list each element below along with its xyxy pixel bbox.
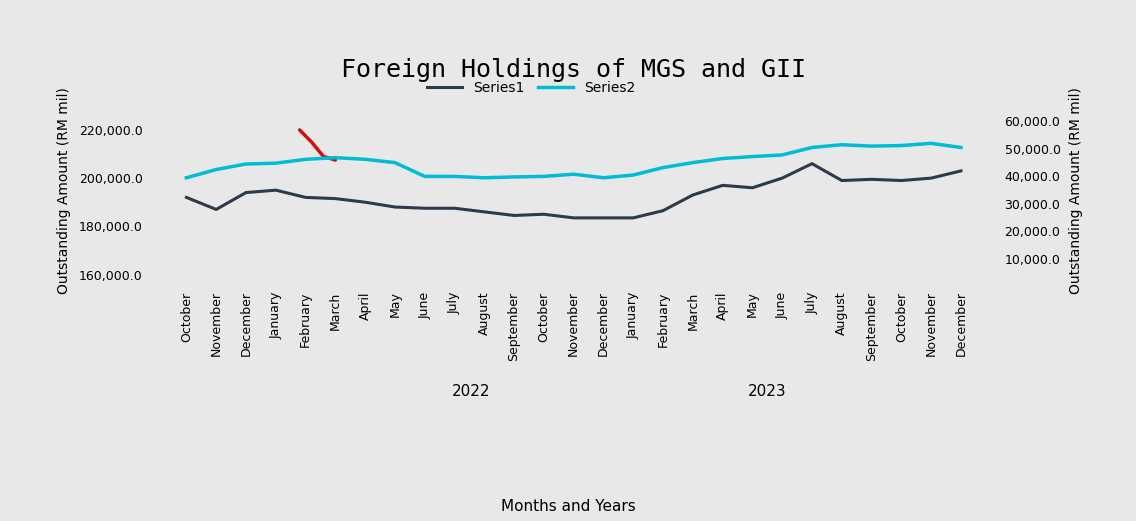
Series2 (358, 156, 371, 163)
Series2 (448, 173, 461, 180)
Series1 (299, 194, 312, 201)
Series2 (864, 143, 878, 149)
Series2 (686, 159, 700, 166)
Series2 (328, 155, 342, 161)
Series2 (894, 142, 908, 148)
Series2 (418, 173, 432, 180)
Series1 (805, 160, 819, 167)
Series2 (389, 159, 402, 166)
Series2 (657, 165, 670, 171)
Series1 (626, 215, 640, 221)
Series2 (240, 161, 253, 167)
Title: Foreign Holdings of MGS and GII: Foreign Holdings of MGS and GII (341, 58, 807, 82)
Y-axis label: Outstanding Amount (RM mil): Outstanding Amount (RM mil) (57, 86, 70, 294)
Series1 (657, 207, 670, 214)
Series2 (925, 140, 938, 146)
Series2 (537, 173, 551, 180)
Series1 (477, 209, 491, 215)
Series2 (567, 171, 580, 177)
Series1 (776, 175, 790, 181)
Series2 (477, 175, 491, 181)
Series1 (537, 211, 551, 217)
Legend: Series1, Series2: Series1, Series2 (421, 76, 641, 101)
Series2 (626, 172, 640, 178)
Series2 (179, 175, 193, 181)
Series1 (835, 178, 849, 184)
Series2 (508, 174, 521, 180)
Series2 (745, 154, 759, 160)
Line: Series1: Series1 (186, 164, 961, 218)
Series1 (954, 168, 968, 174)
Series2 (716, 155, 729, 162)
Line: Series2: Series2 (186, 143, 961, 178)
Text: 2022: 2022 (452, 384, 491, 399)
Series1 (179, 194, 193, 201)
Series1 (448, 205, 461, 212)
Series2 (776, 152, 790, 158)
Series2 (805, 144, 819, 151)
Series2 (269, 160, 283, 166)
Series2 (835, 142, 849, 148)
Series1 (745, 184, 759, 191)
Series1 (925, 175, 938, 181)
Text: 2023: 2023 (747, 384, 786, 399)
Series1 (716, 182, 729, 189)
Series1 (389, 204, 402, 210)
Y-axis label: Outstanding Amount (RM mil): Outstanding Amount (RM mil) (1069, 86, 1083, 294)
Text: Months and Years: Months and Years (501, 499, 635, 514)
Series2 (954, 144, 968, 151)
Series1 (328, 195, 342, 202)
Series1 (596, 215, 610, 221)
Series1 (240, 190, 253, 196)
Series1 (358, 199, 371, 205)
Series1 (418, 205, 432, 212)
Series1 (894, 178, 908, 184)
Series1 (864, 176, 878, 182)
Series2 (299, 156, 312, 163)
Series2 (209, 166, 223, 172)
Series1 (209, 206, 223, 213)
Series1 (567, 215, 580, 221)
Series1 (269, 187, 283, 193)
Series2 (596, 175, 610, 181)
Series1 (686, 192, 700, 198)
Series1 (508, 213, 521, 219)
